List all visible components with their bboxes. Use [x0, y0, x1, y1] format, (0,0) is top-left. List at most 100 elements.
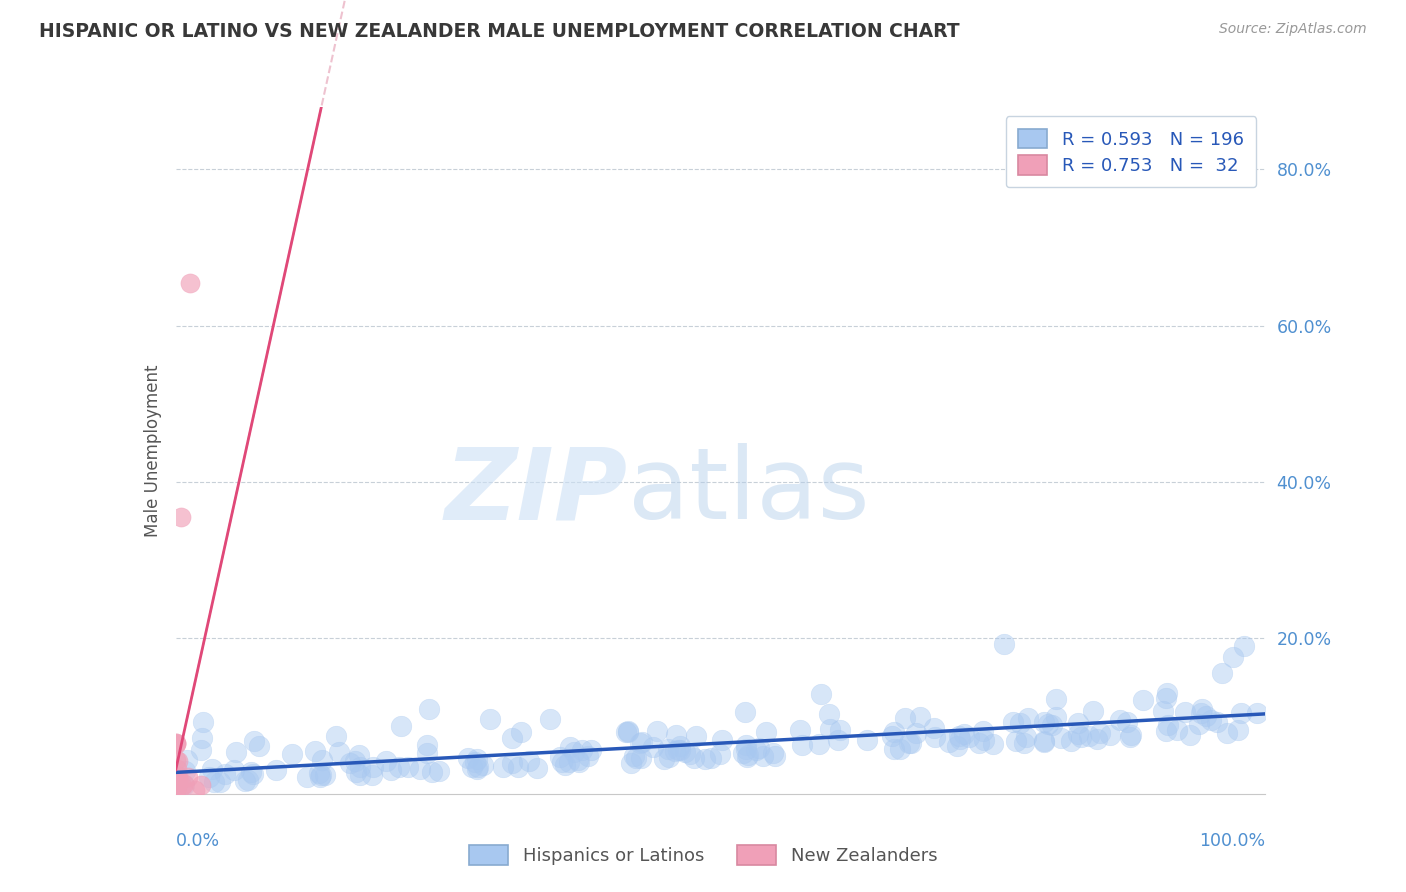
Point [363, 760, 385, 774]
Point [623, 749, 645, 764]
Point [471, 757, 494, 772]
Point [748, 741, 770, 756]
Point [1115, 714, 1137, 729]
Point [1005, 734, 1028, 748]
Point [880, 729, 903, 743]
Point [789, 723, 811, 738]
Point [946, 739, 969, 754]
Point [173, 776, 195, 790]
Point [658, 749, 681, 764]
Point [737, 747, 759, 762]
Point [709, 747, 731, 761]
Text: HISPANIC OR LATINO VS NEW ZEALANDER MALE UNEMPLOYMENT CORRELATION CHART: HISPANIC OR LATINO VS NEW ZEALANDER MALE… [39, 22, 960, 41]
Point [201, 762, 224, 776]
Point [948, 729, 970, 743]
Point [973, 733, 995, 747]
Point [314, 767, 336, 781]
Point [190, 779, 212, 793]
Point [172, 779, 194, 793]
Point [614, 725, 637, 739]
Point [177, 770, 200, 784]
Point [1191, 702, 1213, 716]
Point [464, 755, 486, 769]
Point [165, 736, 187, 750]
Point [669, 739, 692, 754]
Point [1045, 692, 1067, 706]
Point [617, 724, 640, 739]
Point [166, 776, 188, 790]
Point [1059, 734, 1081, 748]
Point [735, 738, 758, 752]
Point [897, 736, 920, 750]
Point [924, 730, 946, 744]
Point [948, 732, 970, 747]
Text: 100.0%: 100.0% [1199, 831, 1265, 850]
Point [309, 768, 332, 782]
Point [983, 737, 1005, 751]
Point [538, 712, 561, 726]
Point [1180, 728, 1202, 742]
Point [551, 755, 574, 769]
Point [165, 736, 187, 750]
Point [900, 736, 922, 750]
Point [165, 780, 187, 795]
Point [762, 746, 785, 760]
Point [243, 734, 266, 748]
Point [1199, 713, 1222, 727]
Point [1032, 735, 1054, 749]
Point [1230, 706, 1253, 720]
Point [374, 754, 396, 768]
Point [1174, 706, 1197, 720]
Point [1040, 717, 1063, 731]
Point [620, 756, 643, 771]
Point [695, 752, 717, 766]
Point [165, 777, 187, 791]
Point [1014, 730, 1036, 744]
Point [567, 753, 589, 767]
Point [225, 745, 247, 759]
Point [304, 743, 326, 757]
Point [214, 767, 236, 781]
Point [415, 747, 437, 761]
Point [665, 728, 688, 742]
Point [1156, 724, 1178, 739]
Point [1119, 728, 1142, 742]
Point [416, 738, 439, 752]
Point [735, 750, 758, 764]
Point [309, 771, 332, 785]
Point [1012, 736, 1035, 750]
Point [699, 750, 721, 764]
Point [166, 762, 188, 776]
Point [165, 773, 187, 788]
Point [492, 760, 515, 774]
Point [501, 731, 523, 746]
Point [349, 768, 371, 782]
Point [167, 772, 190, 786]
Point [165, 780, 187, 794]
Point [1194, 709, 1216, 723]
Point [1090, 726, 1112, 740]
Point [1036, 717, 1059, 731]
Point [165, 780, 187, 795]
Point [311, 753, 333, 767]
Text: 0.0%: 0.0% [176, 831, 219, 850]
Point [501, 756, 523, 771]
Point [281, 747, 304, 762]
Point [751, 748, 773, 763]
Point [347, 747, 370, 762]
Point [1067, 726, 1090, 740]
Point [683, 750, 706, 764]
Point [222, 764, 245, 778]
Point [1222, 650, 1244, 665]
Point [1033, 714, 1056, 729]
Point [710, 732, 733, 747]
Point [1017, 711, 1039, 725]
Point [883, 741, 905, 756]
Point [198, 770, 221, 784]
Point [554, 757, 576, 772]
Point [972, 723, 994, 738]
Point [883, 725, 905, 739]
Point [810, 688, 832, 702]
Point [957, 731, 980, 745]
Point [388, 759, 411, 773]
